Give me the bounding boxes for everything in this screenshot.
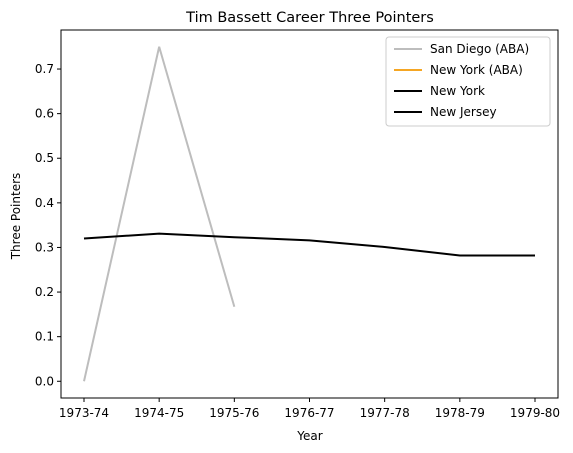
x-tick-label: 1973-74 xyxy=(59,406,109,420)
legend-label: New York xyxy=(430,84,485,98)
x-axis-label: Year xyxy=(296,429,322,443)
y-tick-label: 0.2 xyxy=(35,285,54,299)
y-axis: 0.0 0.1 0.2 0.3 0.4 0.5 0.6 0.7 xyxy=(35,62,61,388)
x-tick-label: 1977-78 xyxy=(360,406,410,420)
y-tick-label: 0.7 xyxy=(35,62,54,76)
legend-label: New Jersey xyxy=(430,105,497,119)
legend-label: San Diego (ABA) xyxy=(430,42,529,56)
y-tick-label: 0.4 xyxy=(35,196,54,210)
legend: San Diego (ABA) New York (ABA) New York New… xyxy=(385,36,551,127)
x-tick-label: 1979-80 xyxy=(510,406,560,420)
x-tick-label: 1975-76 xyxy=(209,406,259,420)
series-lines xyxy=(83,46,535,382)
series-line xyxy=(83,232,535,257)
chart-title: Tim Bassett Career Three Pointers xyxy=(185,10,434,26)
series-line xyxy=(83,46,236,382)
x-tick-label: 1976-77 xyxy=(284,406,334,420)
y-tick-label: 0.0 xyxy=(35,374,54,388)
y-axis-label: Three Pointers xyxy=(9,173,23,261)
y-tick-label: 0.3 xyxy=(35,240,54,254)
y-tick-label: 0.5 xyxy=(35,151,54,165)
x-axis: 1973-74 1974-75 1975-76 1976-77 1977-78 1978-… xyxy=(59,398,560,420)
x-tick-label: 1974-75 xyxy=(134,406,184,420)
x-tick-label: 1978-79 xyxy=(435,406,485,420)
legend-label: New York (ABA) xyxy=(430,63,523,77)
y-tick-label: 0.1 xyxy=(35,330,54,344)
legend-box xyxy=(385,36,551,127)
y-tick-label: 0.6 xyxy=(35,107,54,121)
